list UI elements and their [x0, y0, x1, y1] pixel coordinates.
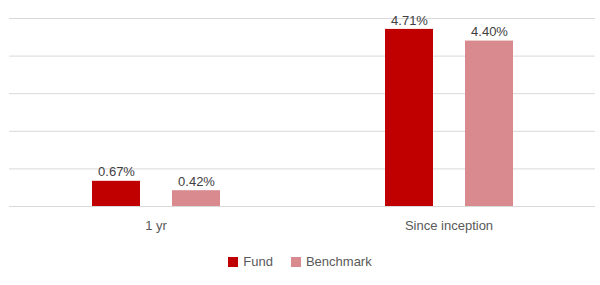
- svg-text:Since inception: Since inception: [405, 218, 493, 233]
- html-text:Fund: Fund: [243, 254, 273, 269]
- svg-text:4.40%: 4.40%: [471, 24, 508, 39]
- html-text:Benchmark: Benchmark: [305, 254, 372, 269]
- svg-text:4.71%: 4.71%: [391, 13, 428, 28]
- svg-text:0.67%: 0.67%: [98, 164, 135, 179]
- svg-text:0.42%: 0.42%: [178, 174, 215, 189]
- svg-text:1 yr: 1 yr: [145, 218, 167, 233]
